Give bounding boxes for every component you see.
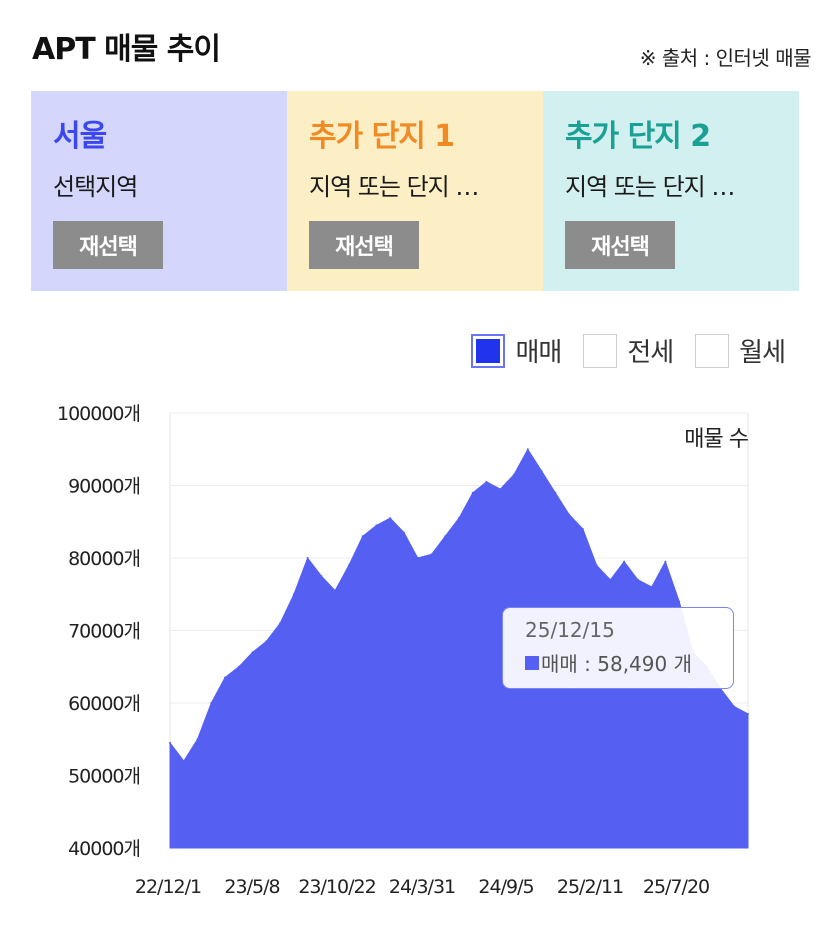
y-tick-label: 60000개 bbox=[68, 693, 140, 715]
data-point bbox=[623, 560, 626, 563]
tooltip-row: 매매 : 58,490 개 bbox=[525, 648, 711, 677]
region-panel-primary[interactable]: 서울 선택지역 재선택 bbox=[31, 91, 287, 291]
data-point bbox=[554, 491, 557, 494]
data-point bbox=[279, 622, 282, 625]
data-point bbox=[306, 557, 309, 559]
y-tick-label: 70000개 bbox=[68, 621, 140, 643]
region-panel-extra-1[interactable]: 추가 단지 1 지역 또는 단지 … 재선택 bbox=[287, 91, 543, 291]
panel-desc: 지역 또는 단지 … bbox=[309, 173, 479, 201]
data-point bbox=[402, 531, 405, 534]
legend-label: 매매 bbox=[515, 338, 562, 368]
source-note: ※ 출처 : 인터넷 매물 bbox=[639, 46, 812, 70]
checkbox-icon[interactable] bbox=[471, 333, 506, 368]
legend-label: 월세 bbox=[739, 338, 786, 368]
x-tick-label: 23/10/22 bbox=[298, 876, 375, 898]
data-point bbox=[471, 491, 474, 494]
region-panels: 서울 선택지역 재선택 추가 단지 1 지역 또는 단지 … 재선택 추가 단지… bbox=[31, 91, 799, 291]
data-point bbox=[182, 760, 185, 762]
data-point bbox=[595, 564, 598, 567]
data-point bbox=[169, 741, 171, 744]
data-point bbox=[568, 513, 571, 516]
y-tick-label: 100000개 bbox=[57, 403, 140, 425]
legend-item-jeonse[interactable]: 전세 bbox=[583, 332, 674, 369]
data-point bbox=[513, 473, 516, 476]
page-title: APT 매물 추이 bbox=[32, 32, 221, 67]
data-point bbox=[389, 517, 392, 520]
data-point bbox=[458, 517, 460, 520]
data-point bbox=[334, 589, 337, 592]
data-point bbox=[499, 488, 502, 491]
checkbox-icon[interactable] bbox=[695, 333, 730, 368]
reselect-button[interactable]: 재선택 bbox=[565, 221, 675, 269]
data-point bbox=[251, 651, 254, 654]
panel-name: 서울 bbox=[53, 119, 107, 154]
data-point bbox=[733, 705, 736, 708]
data-point bbox=[347, 564, 350, 567]
x-tick-label: 25/7/20 bbox=[643, 876, 709, 898]
data-point bbox=[664, 560, 667, 563]
x-tick-label: 23/5/8 bbox=[224, 876, 279, 898]
data-point bbox=[444, 535, 447, 538]
data-point bbox=[292, 593, 295, 596]
y-tick-label: 90000개 bbox=[68, 476, 140, 498]
data-point bbox=[196, 738, 199, 741]
series-label: 매물 수 bbox=[684, 427, 748, 452]
legend-item-sale[interactable]: 매매 bbox=[471, 332, 562, 369]
data-point bbox=[265, 640, 268, 643]
reselect-button[interactable]: 재선택 bbox=[309, 221, 419, 269]
data-point bbox=[430, 553, 433, 556]
y-tick-label: 80000개 bbox=[68, 548, 140, 570]
panel-desc: 지역 또는 단지 … bbox=[565, 173, 735, 201]
data-point bbox=[210, 702, 213, 704]
data-point bbox=[540, 470, 543, 472]
y-axis: 100000개 90000개 80000개 70000개 60000개 50000개 400… bbox=[57, 403, 141, 860]
area-fill bbox=[169, 448, 749, 849]
data-point bbox=[678, 600, 681, 603]
region-panel-extra-2[interactable]: 추가 단지 2 지역 또는 단지 … 재선택 bbox=[543, 91, 799, 291]
tooltip-value: 매매 : 58,490 개 bbox=[541, 652, 692, 676]
tooltip-date: 25/12/15 bbox=[525, 618, 615, 642]
data-point bbox=[526, 448, 529, 451]
data-point bbox=[224, 676, 227, 679]
chart-tooltip: 25/12/15 매매 : 58,490 개 bbox=[502, 607, 734, 689]
y-tick-label: 50000개 bbox=[68, 766, 140, 788]
legend: 매매 전세 월세 bbox=[449, 332, 786, 369]
series-swatch-icon bbox=[525, 655, 539, 670]
legend-label: 전세 bbox=[627, 338, 674, 368]
x-axis: 22/12/1 23/5/8 23/10/22 24/3/31 24/9/5 25/2/1… bbox=[135, 876, 710, 898]
x-tick-label: 22/12/1 bbox=[135, 876, 201, 898]
checkbox-icon[interactable] bbox=[583, 333, 618, 368]
panel-name: 추가 단지 2 bbox=[565, 119, 711, 154]
data-point bbox=[636, 578, 639, 581]
reselect-button[interactable]: 재선택 bbox=[53, 221, 163, 269]
y-tick-label: 40000개 bbox=[68, 838, 140, 860]
data-point bbox=[581, 528, 584, 530]
data-point bbox=[609, 578, 612, 581]
panel-name: 추가 단지 1 bbox=[309, 119, 455, 154]
panel-desc: 선택지역 bbox=[53, 173, 138, 201]
legend-item-monthly[interactable]: 월세 bbox=[695, 332, 786, 369]
data-point bbox=[320, 575, 323, 578]
data-point bbox=[237, 665, 240, 668]
data-point bbox=[747, 712, 749, 715]
x-tick-label: 25/2/11 bbox=[557, 876, 623, 898]
x-tick-label: 24/9/5 bbox=[478, 876, 533, 898]
data-point bbox=[375, 524, 378, 527]
x-tick-label: 24/3/31 bbox=[389, 876, 455, 898]
data-point bbox=[416, 557, 419, 559]
data-point bbox=[485, 480, 488, 483]
data-point bbox=[650, 586, 653, 588]
data-point bbox=[361, 535, 364, 538]
